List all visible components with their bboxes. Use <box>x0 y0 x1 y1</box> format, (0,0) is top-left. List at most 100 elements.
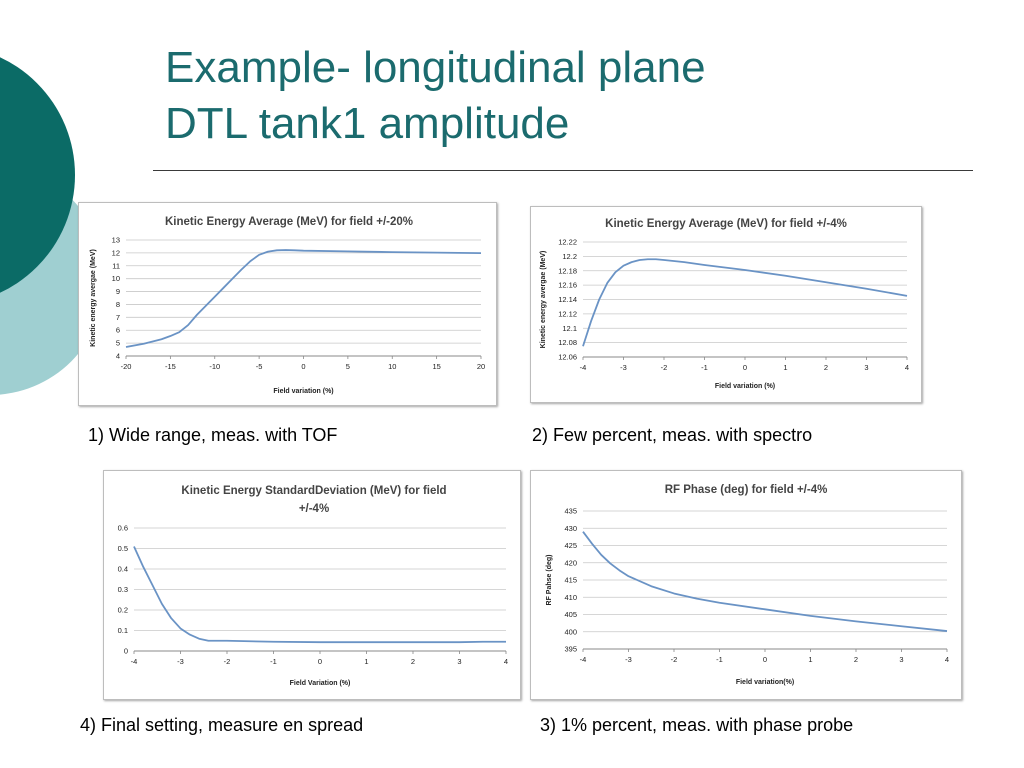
x-tick-label: -2 <box>224 657 231 666</box>
series-line <box>125 249 482 348</box>
y-tick-label: 415 <box>564 576 577 585</box>
x-tick-label: 4 <box>945 655 949 664</box>
chart-title-line: RF Phase (deg) for field +/-4% <box>665 484 828 496</box>
y-tick-label: 12.2 <box>562 252 577 261</box>
chart-rf-phase: RF Phase (deg) for field +/-4% 395 400 405 4… <box>530 470 962 700</box>
series-line <box>582 258 908 347</box>
chart-ke-average-20: Kinetic Energy Average (MeV) for field +… <box>78 202 497 406</box>
y-tick-label: 12.1 <box>562 324 577 333</box>
x-tick-label: 4 <box>905 363 909 372</box>
caption-4: 4) Final setting, measure en spread <box>80 715 364 735</box>
y-tick-label: 0.4 <box>118 565 128 574</box>
chart-rf-phase-svg: RF Phase (deg) for field +/-4% 395 400 405 4… <box>546 484 949 686</box>
x-axis-label: Field Variation (%) <box>290 680 351 687</box>
x-tick-label: 0 <box>301 362 305 371</box>
y-axis-label: RF Pahse (deg) <box>546 555 553 606</box>
x-tick-label: -15 <box>165 362 176 371</box>
y-tick-label: 435 <box>564 507 577 516</box>
chart-ke-average-20-svg: Kinetic Energy Average (MeV) for field +… <box>90 216 485 395</box>
y-tick-label: 12 <box>112 248 120 257</box>
caption-2: 2) Few percent, meas. with spectro <box>532 425 813 445</box>
y-axis-label: Kinetic energy avergae (MeV) <box>90 249 97 347</box>
y-tick-label: 4 <box>116 352 120 361</box>
x-tick-label: -1 <box>270 657 277 666</box>
series-line <box>582 531 948 632</box>
chart-title-line: Kinetic Energy StandardDeviation (MeV) f… <box>181 485 446 497</box>
y-tick-label: 12.06 <box>558 353 577 362</box>
x-axis-label: Field variation (%) <box>273 388 333 395</box>
y-tick-label: 405 <box>564 610 577 619</box>
slide-title-line-2: DTL tank1 amplitude <box>165 99 570 148</box>
x-tick-label: -5 <box>256 362 263 371</box>
y-tick-label: 400 <box>564 627 577 636</box>
x-tick-label: 15 <box>432 362 440 371</box>
x-axis-label: Field variation(%) <box>736 679 794 686</box>
x-tick-label: 5 <box>346 362 350 371</box>
y-tick-label: 7 <box>116 313 120 322</box>
y-tick-label: 0.3 <box>118 585 128 594</box>
x-tick-label: 3 <box>457 657 461 666</box>
series-line <box>133 546 506 644</box>
x-tick-label: -3 <box>177 657 184 666</box>
y-tick-label: 12.12 <box>558 309 577 318</box>
y-tick-label: 11 <box>112 261 120 270</box>
x-tick-label: 2 <box>411 657 415 666</box>
y-tick-label: 430 <box>564 524 577 533</box>
x-tick-label: 1 <box>783 363 787 372</box>
x-tick-label: 1 <box>808 655 812 664</box>
y-tick-label: 0 <box>124 647 128 656</box>
x-tick-label: -2 <box>671 655 678 664</box>
x-tick-label: -1 <box>716 655 723 664</box>
x-tick-label: 3 <box>899 655 903 664</box>
slide-title: Example- longitudinal plane DTL tank1 am… <box>165 40 706 152</box>
y-tick-label: 6 <box>116 326 120 335</box>
y-tick-label: 0.6 <box>118 524 128 533</box>
x-tick-label: -4 <box>580 363 587 372</box>
x-tick-label: -4 <box>580 655 587 664</box>
x-tick-label: 10 <box>388 362 396 371</box>
y-tick-label: 8 <box>116 300 120 309</box>
y-tick-label: 12.22 <box>558 238 577 247</box>
x-tick-label: 3 <box>864 363 868 372</box>
chart-ke-average-4: Kinetic Energy Average (MeV) for field +… <box>530 206 922 403</box>
caption-1: 1) Wide range, meas. with TOF <box>88 425 338 445</box>
chart-title-line: Kinetic Energy Average (MeV) for field +… <box>605 218 847 230</box>
y-tick-label: 395 <box>564 645 577 654</box>
y-tick-label: 0.2 <box>118 606 128 615</box>
y-tick-label: 12.16 <box>558 281 577 290</box>
x-tick-label: -20 <box>121 362 132 371</box>
y-tick-label: 13 <box>112 236 120 245</box>
y-tick-label: 0.5 <box>118 544 128 553</box>
chart-ke-stddev: Kinetic Energy StandardDeviation (MeV) f… <box>103 470 521 700</box>
y-tick-label: 425 <box>564 541 577 550</box>
y-tick-label: 12.14 <box>558 295 577 304</box>
chart-ke-stddev-svg: Kinetic Energy StandardDeviation (MeV) f… <box>118 485 509 687</box>
slide-title-line-1: Example- longitudinal plane <box>165 43 706 92</box>
x-tick-label: 4 <box>504 657 508 666</box>
x-tick-label: 2 <box>854 655 858 664</box>
x-axis-label: Field variation (%) <box>715 383 775 390</box>
title-divider <box>153 170 973 171</box>
x-tick-label: -3 <box>625 655 632 664</box>
x-tick-label: -2 <box>661 363 668 372</box>
y-tick-label: 12.08 <box>558 338 577 347</box>
chart-title-line: +/-4% <box>299 503 329 515</box>
dark-teal-circle <box>0 57 75 293</box>
x-tick-label: 0 <box>743 363 747 372</box>
y-tick-label: 9 <box>116 287 120 296</box>
chart-ke-average-4-svg: Kinetic Energy Average (MeV) for field +… <box>540 218 909 390</box>
y-tick-label: 420 <box>564 558 577 567</box>
x-tick-label: 1 <box>364 657 368 666</box>
y-axis-label: Kinetic energy avergae (MeV) <box>540 251 547 349</box>
x-tick-label: 20 <box>477 362 485 371</box>
y-tick-label: 12.18 <box>558 266 577 275</box>
x-tick-label: -10 <box>209 362 220 371</box>
y-tick-label: 410 <box>564 593 577 602</box>
x-tick-label: -3 <box>620 363 627 372</box>
x-tick-label: 0 <box>318 657 322 666</box>
x-tick-label: -1 <box>701 363 708 372</box>
y-tick-label: 10 <box>112 274 120 283</box>
y-tick-label: 5 <box>116 339 120 348</box>
caption-3: 3) 1% percent, meas. with phase probe <box>540 715 854 735</box>
x-tick-label: -4 <box>131 657 138 666</box>
